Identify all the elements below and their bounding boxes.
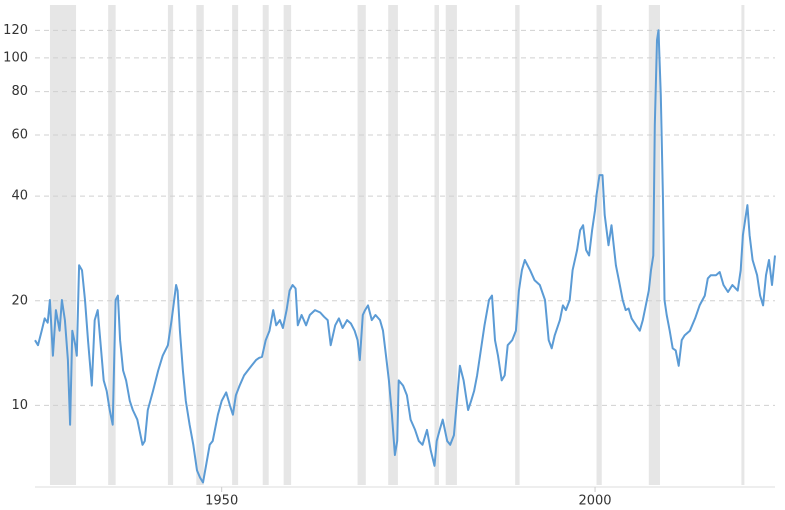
recession-band <box>434 5 439 485</box>
x-tick-label: 2000 <box>578 494 611 509</box>
recession-band <box>49 5 77 485</box>
recession-band <box>515 5 520 485</box>
recession-band <box>357 5 366 485</box>
recession-band <box>232 5 239 485</box>
recession-band <box>283 5 292 485</box>
y-tick-label: 20 <box>11 293 28 308</box>
y-tick-label: 60 <box>11 127 28 142</box>
recession-band <box>596 5 602 485</box>
recession-band <box>167 5 174 485</box>
recession-band <box>262 5 269 485</box>
x-tick-label: 1950 <box>205 494 238 509</box>
recession-band <box>196 5 204 485</box>
y-tick-label: 100 <box>3 50 28 65</box>
y-tick-label: 80 <box>11 84 28 99</box>
y-tick-label: 120 <box>3 23 28 38</box>
recession-band <box>108 5 116 485</box>
pe-line <box>34 29 776 484</box>
y-tick-label: 10 <box>11 398 28 413</box>
y-tick-label: 40 <box>11 189 28 204</box>
recession-band <box>388 5 398 485</box>
recession-band <box>445 5 457 485</box>
